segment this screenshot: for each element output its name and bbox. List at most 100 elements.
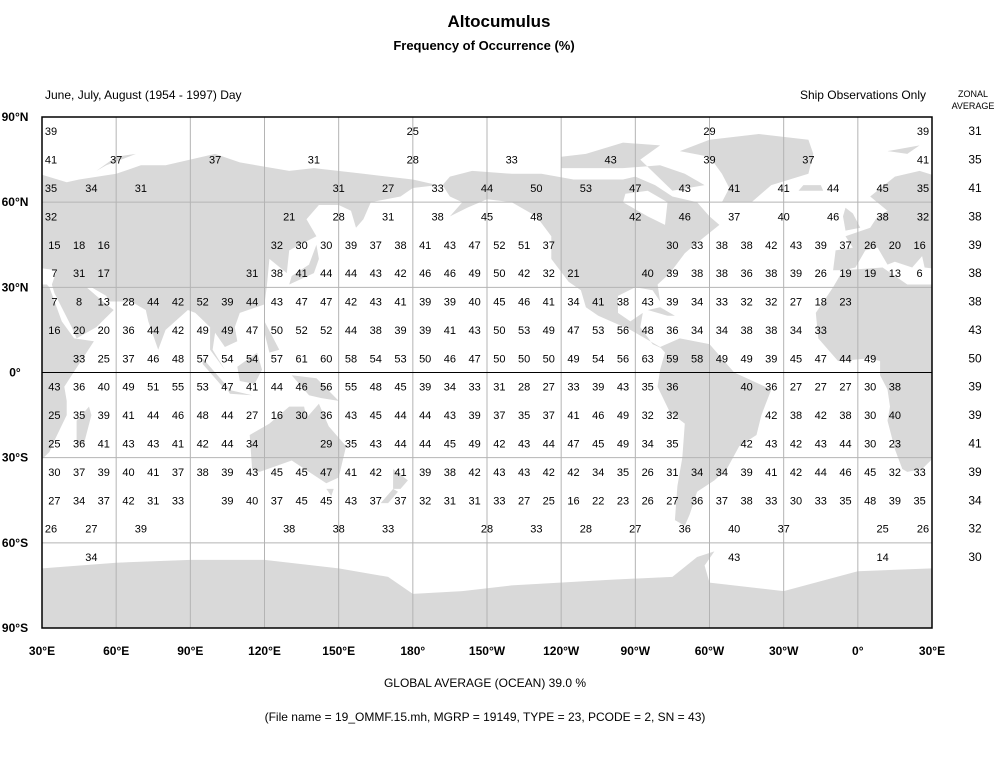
cell-value: 43 (617, 382, 629, 394)
cell-value: 50 (493, 353, 505, 365)
cell-value: 43 (370, 268, 382, 280)
cell-value: 44 (839, 353, 851, 365)
cell-value: 29 (320, 439, 332, 451)
lon-tick-label: 180° (400, 644, 425, 658)
cell-value: 41 (394, 467, 406, 479)
cell-value: 42 (394, 268, 406, 280)
cell-value: 41 (345, 467, 357, 479)
cell-value: 34 (691, 325, 703, 337)
lat-tick-label: 60°S (2, 536, 28, 550)
cell-value: 21 (567, 268, 579, 280)
cell-value: 28 (122, 297, 134, 309)
cell-value: 43 (147, 439, 159, 451)
cell-value: 31 (493, 382, 505, 394)
cell-value: 49 (567, 353, 579, 365)
cell-value: 31 (444, 495, 456, 507)
cell-value: 56 (320, 382, 332, 394)
cell-value: 44 (815, 467, 827, 479)
cell-value: 60 (320, 353, 332, 365)
lon-tick-label: 120°W (543, 644, 580, 658)
cell-value: 34 (691, 467, 703, 479)
cell-value: 19 (839, 268, 851, 280)
cell-value: 43 (518, 467, 530, 479)
cell-value: 44 (543, 439, 555, 451)
cell-value: 33 (815, 325, 827, 337)
cell-value: 44 (839, 439, 851, 451)
landmass (249, 403, 347, 484)
source-label: Ship Observations Only (799, 88, 926, 102)
cell-value: 46 (172, 410, 184, 422)
cell-value: 16 (271, 410, 283, 422)
cell-value: 49 (221, 325, 233, 337)
cell-value: 54 (592, 353, 604, 365)
zonal-average-value: 39 (968, 465, 982, 479)
cell-value: 40 (98, 382, 110, 394)
cell-value: 30 (864, 439, 876, 451)
cell-value: 31 (333, 183, 345, 195)
cell-value: 47 (629, 183, 641, 195)
cell-value: 43 (370, 439, 382, 451)
cell-value: 43 (122, 439, 134, 451)
cell-value: 33 (716, 297, 728, 309)
cell-value: 42 (370, 467, 382, 479)
cell-value: 57 (197, 353, 209, 365)
cell-value: 37 (778, 524, 790, 536)
cell-value: 33 (431, 183, 443, 195)
cell-value: 17 (98, 268, 110, 280)
cell-value: 38 (740, 495, 752, 507)
cell-value: 27 (246, 410, 258, 422)
cell-value: 54 (370, 353, 382, 365)
cell-value: 37 (543, 240, 555, 252)
cell-value: 39 (889, 495, 901, 507)
landmass (289, 244, 319, 285)
cell-value: 20 (889, 240, 901, 252)
cell-value: 16 (567, 495, 579, 507)
cell-value: 40 (740, 382, 752, 394)
cell-value: 45 (481, 211, 493, 223)
cell-value: 43 (271, 297, 283, 309)
zonal-average-value: 39 (968, 408, 982, 422)
cell-value: 46 (592, 410, 604, 422)
cell-value: 33 (765, 495, 777, 507)
zonal-average-heading: ZONAL AVERAGE (948, 88, 998, 112)
cell-value: 27 (382, 183, 394, 195)
cell-value: 30 (790, 495, 802, 507)
cell-value: 32 (271, 240, 283, 252)
landmass (202, 358, 230, 390)
cell-value: 43 (642, 297, 654, 309)
zonal-average-value: 35 (968, 153, 982, 167)
cell-value: 48 (370, 382, 382, 394)
cell-value: 28 (407, 155, 419, 167)
cell-value: 18 (73, 240, 85, 252)
cell-value: 38 (283, 524, 295, 536)
cell-value: 45 (493, 297, 505, 309)
zonal-average-value: 39 (968, 238, 982, 252)
cell-value: 41 (592, 297, 604, 309)
cell-value: 45 (394, 382, 406, 394)
cell-value: 41 (122, 410, 134, 422)
landmass (986, 154, 998, 171)
cell-value: 27 (790, 382, 802, 394)
graticule (41, 116, 933, 629)
cell-value: 44 (246, 297, 258, 309)
cell-value: 37 (543, 410, 555, 422)
cell-value: 34 (716, 325, 728, 337)
cell-value: 38 (839, 410, 851, 422)
cell-value: 51 (147, 382, 159, 394)
cell-value: 14 (876, 552, 888, 564)
cell-value: 30 (295, 410, 307, 422)
cell-value: 30 (320, 240, 332, 252)
cell-value: 30 (666, 240, 678, 252)
cell-value: 42 (197, 439, 209, 451)
cell-value: 34 (85, 183, 97, 195)
cell-value: 47 (295, 297, 307, 309)
landmass (237, 352, 262, 384)
cell-value: 56 (617, 353, 629, 365)
zonal-heading-line-2: AVERAGE (951, 101, 995, 111)
cell-value: 27 (790, 297, 802, 309)
lon-tick-label: 150°W (469, 644, 506, 658)
cell-value: 33 (567, 382, 579, 394)
cell-value: 39 (345, 240, 357, 252)
cell-value: 58 (345, 353, 357, 365)
cell-value: 27 (839, 382, 851, 394)
